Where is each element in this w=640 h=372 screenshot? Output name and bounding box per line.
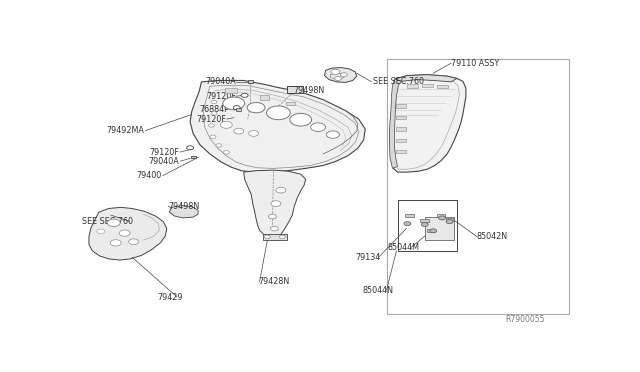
- Text: 85044M: 85044M: [388, 243, 420, 251]
- Circle shape: [119, 230, 130, 236]
- Circle shape: [108, 219, 120, 227]
- Circle shape: [331, 69, 340, 74]
- Bar: [428, 230, 435, 232]
- Circle shape: [438, 216, 445, 220]
- Circle shape: [234, 128, 244, 134]
- Text: 79040A: 79040A: [205, 77, 236, 86]
- Text: 79110 ASSY: 79110 ASSY: [451, 59, 499, 68]
- Circle shape: [310, 123, 326, 131]
- Circle shape: [216, 144, 222, 147]
- Text: 79120F: 79120F: [149, 148, 179, 157]
- Bar: [405, 214, 414, 217]
- Polygon shape: [190, 80, 365, 172]
- Circle shape: [429, 229, 436, 233]
- Text: 79400: 79400: [136, 171, 162, 180]
- Circle shape: [220, 121, 232, 128]
- Bar: [225, 88, 237, 93]
- Bar: [286, 102, 295, 105]
- Text: 79428N: 79428N: [259, 277, 290, 286]
- Polygon shape: [390, 79, 401, 169]
- Circle shape: [248, 131, 259, 136]
- Circle shape: [129, 239, 138, 244]
- Bar: [437, 214, 445, 217]
- Text: 79134: 79134: [355, 253, 381, 262]
- Bar: [396, 150, 406, 154]
- Text: 79040A: 79040A: [148, 157, 179, 166]
- Text: 85042N: 85042N: [477, 232, 508, 241]
- Text: 79498N: 79498N: [293, 86, 324, 95]
- Circle shape: [211, 112, 217, 115]
- Bar: [422, 84, 433, 87]
- Bar: [396, 116, 406, 119]
- Text: 79498N: 79498N: [168, 202, 200, 211]
- Circle shape: [187, 146, 193, 150]
- Text: 79120F: 79120F: [196, 115, 227, 124]
- Circle shape: [110, 240, 121, 246]
- Circle shape: [223, 97, 244, 110]
- Bar: [408, 84, 419, 87]
- Text: 79120F: 79120F: [206, 92, 236, 101]
- Polygon shape: [395, 75, 457, 82]
- Circle shape: [271, 226, 278, 231]
- Polygon shape: [390, 75, 466, 172]
- Bar: [396, 127, 406, 131]
- Text: SEE SEC.760: SEE SEC.760: [83, 217, 134, 226]
- Text: 79492MA: 79492MA: [107, 126, 145, 135]
- Circle shape: [97, 229, 105, 234]
- Text: 76884P: 76884P: [199, 105, 229, 113]
- Circle shape: [241, 93, 248, 97]
- Bar: [446, 218, 454, 221]
- Circle shape: [264, 235, 271, 238]
- Text: R7900055: R7900055: [506, 315, 545, 324]
- Circle shape: [271, 201, 281, 206]
- Circle shape: [209, 124, 214, 127]
- Bar: [437, 85, 448, 88]
- Bar: [236, 108, 241, 111]
- Bar: [248, 80, 253, 83]
- Polygon shape: [324, 68, 356, 83]
- Text: 85044N: 85044N: [363, 286, 394, 295]
- Circle shape: [340, 73, 348, 77]
- Polygon shape: [244, 170, 306, 238]
- Bar: [260, 95, 269, 100]
- Text: SEE SEC.760: SEE SEC.760: [372, 77, 424, 86]
- Bar: [396, 104, 406, 108]
- Polygon shape: [169, 206, 198, 218]
- Circle shape: [211, 100, 217, 104]
- Circle shape: [247, 103, 265, 113]
- Circle shape: [210, 135, 216, 139]
- Circle shape: [421, 222, 428, 227]
- Circle shape: [326, 131, 339, 138]
- Circle shape: [446, 219, 453, 224]
- Bar: [396, 139, 406, 142]
- Bar: [420, 219, 429, 222]
- Bar: [191, 156, 196, 158]
- Circle shape: [269, 214, 276, 219]
- Circle shape: [290, 113, 312, 126]
- Circle shape: [404, 222, 411, 226]
- Circle shape: [223, 151, 229, 154]
- Circle shape: [335, 76, 341, 80]
- Bar: [287, 86, 303, 93]
- Circle shape: [280, 235, 285, 238]
- Circle shape: [233, 106, 240, 110]
- Bar: [387, 59, 569, 314]
- Circle shape: [276, 187, 286, 193]
- Text: 79429: 79429: [157, 293, 182, 302]
- Bar: [262, 234, 287, 240]
- Bar: [425, 217, 454, 240]
- Circle shape: [266, 106, 291, 120]
- Polygon shape: [89, 207, 167, 260]
